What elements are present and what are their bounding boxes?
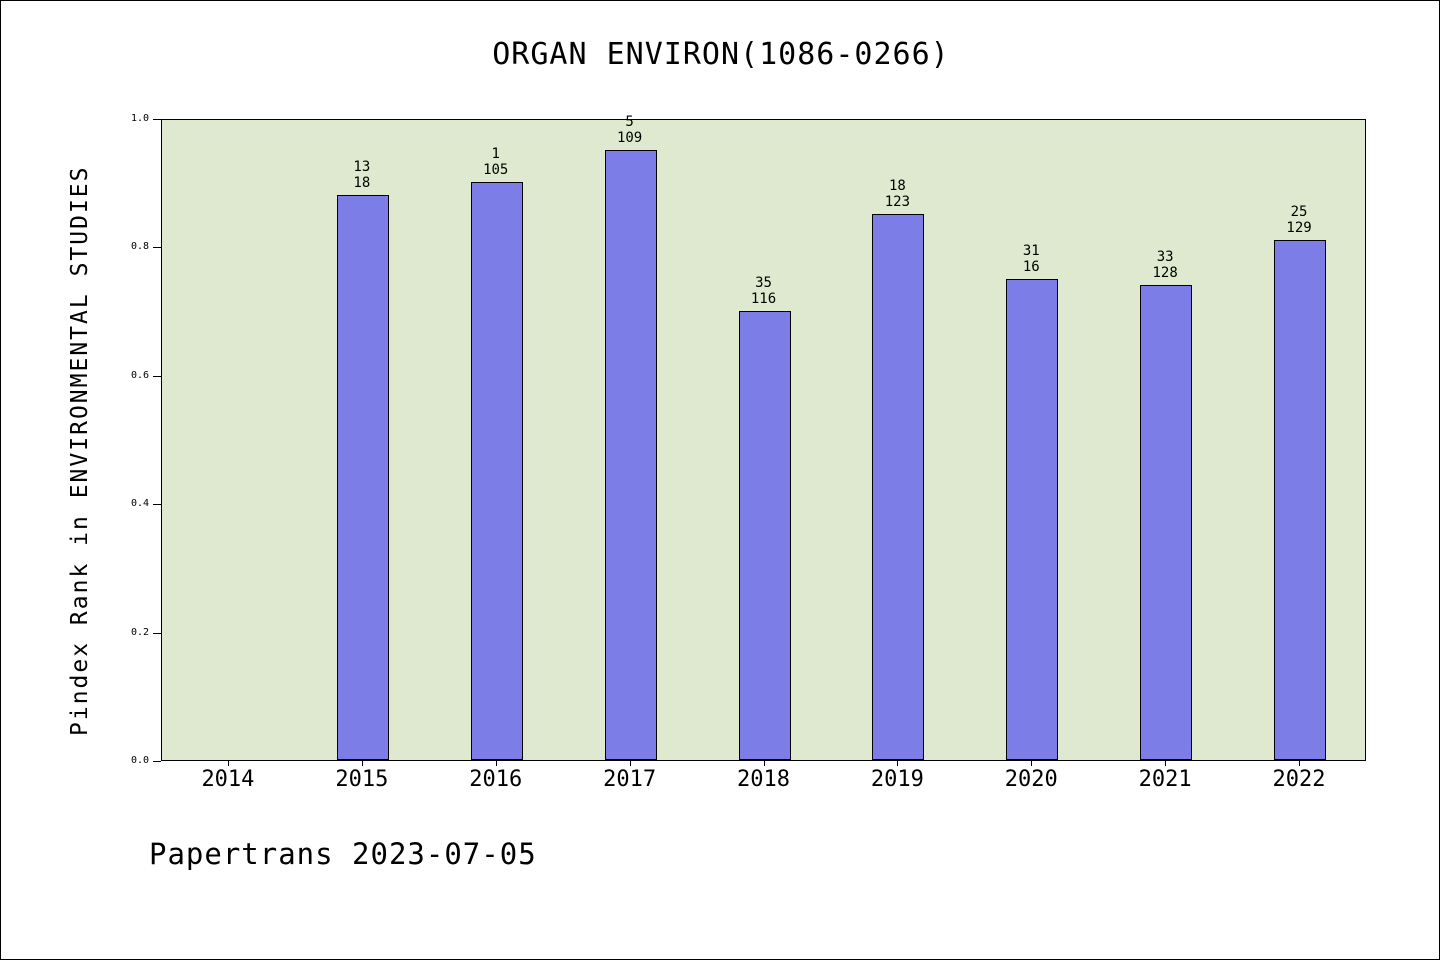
y-tick-label: 0.0 <box>130 755 149 766</box>
x-tick-label: 2022 <box>1272 767 1326 792</box>
bar-value-label: 5 109 <box>616 114 643 147</box>
bar-value-label: 25 129 <box>1286 203 1312 237</box>
x-tick-mark <box>629 761 631 766</box>
x-tick-mark <box>897 761 899 766</box>
x-tick-label: 2020 <box>1004 767 1058 792</box>
bar-2016 <box>470 182 523 760</box>
bar-2018 <box>738 310 791 760</box>
y-tick-label: 1.0 <box>130 113 149 124</box>
footer-text: Papertrans 2023-07-05 <box>149 837 537 871</box>
bar-value-label: 31 16 <box>1022 242 1040 275</box>
y-tick-mark <box>153 247 161 249</box>
x-tick-mark <box>763 761 765 766</box>
y-tick-label: 0.6 <box>130 369 149 381</box>
y-tick-mark <box>153 761 161 762</box>
plot-area <box>161 119 1366 761</box>
chart-title: ORGAN ENVIRON(1086-0266) <box>492 37 950 72</box>
y-tick-mark <box>153 632 161 634</box>
bar-2021 <box>1140 284 1193 760</box>
bar-value-label: 33 128 <box>1152 248 1178 281</box>
bar-2019 <box>872 214 925 760</box>
x-tick-mark <box>361 761 363 766</box>
x-tick-label: 2015 <box>335 767 389 792</box>
y-tick-mark <box>153 119 161 120</box>
bar-2020 <box>1006 278 1059 760</box>
y-tick-mark <box>153 504 161 506</box>
x-tick-label: 2017 <box>603 767 657 792</box>
x-tick-label: 2021 <box>1138 767 1192 792</box>
x-tick-label: 2014 <box>201 767 255 792</box>
y-tick-label: 0.4 <box>130 498 149 510</box>
x-tick-mark <box>1031 761 1033 766</box>
x-tick-label: 2016 <box>469 767 523 792</box>
x-tick-label: 2019 <box>870 767 924 792</box>
x-tick-mark <box>1299 761 1301 766</box>
x-tick-mark <box>1165 761 1167 766</box>
bar-2015 <box>336 195 389 760</box>
y-axis-label: Pindex Rank in ENVIRONMENTAL STUDIES <box>67 165 93 737</box>
y-tick-label: 0.8 <box>130 241 149 253</box>
x-tick-mark <box>495 761 497 766</box>
bar-2017 <box>604 150 657 760</box>
bar-value-label: 1 105 <box>483 146 509 179</box>
bar-value-label: 35 116 <box>750 274 777 307</box>
y-tick-label: 0.2 <box>130 626 149 638</box>
x-tick-mark <box>227 761 229 766</box>
x-tick-label: 2018 <box>737 767 790 792</box>
bar-2022 <box>1274 239 1327 760</box>
y-tick-mark <box>153 375 161 377</box>
bar-value-label: 13 18 <box>353 159 371 192</box>
bar-value-label: 18 123 <box>884 178 911 211</box>
